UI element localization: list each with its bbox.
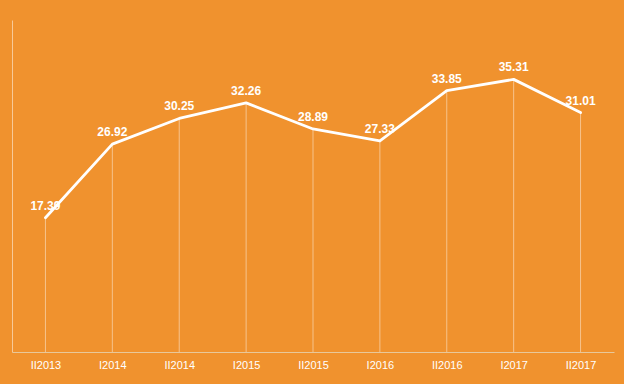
drop-line	[313, 129, 314, 352]
x-tick-label: II2017	[566, 359, 597, 371]
x-tick: I2014	[99, 359, 127, 371]
data-label: 27.33	[365, 122, 395, 136]
y-axis-line	[12, 21, 13, 353]
x-tick-label: I2014	[99, 359, 127, 371]
x-axis-line	[13, 352, 615, 353]
marks	[45, 79, 580, 352]
data-label: 30.25	[164, 99, 194, 113]
x-tick-label: I2017	[500, 359, 528, 371]
data-label: 26.92	[97, 125, 127, 139]
data-label: 28.89	[298, 110, 328, 124]
background	[0, 0, 624, 384]
x-tick: I2016	[367, 359, 395, 371]
data-label: 17.39	[30, 199, 60, 213]
x-tick-label: II2013	[31, 359, 62, 371]
x-tick-label: II2014	[164, 359, 195, 371]
x-tick: II2017	[566, 359, 597, 371]
chart: II2013 I2014 II2014 I2015 II2015 I2016 II2016 I…	[0, 0, 624, 384]
x-tick-label: I2015	[233, 359, 261, 371]
drop-line	[179, 118, 180, 352]
x-tick-label: II2016	[432, 359, 463, 371]
line	[45, 79, 580, 217]
y-axis	[12, 21, 13, 353]
x-axis: II2013 I2014 II2014 I2015 II2015 I2016 II2016 I…	[13, 353, 615, 371]
data-labels: 17.39 26.92 30.25 32.26 28.89 27.33 33.85 35.31…	[30, 60, 595, 212]
drop-line	[379, 141, 380, 352]
drop-line	[513, 79, 514, 352]
x-tick: II2014	[164, 359, 195, 371]
x-tick: II2015	[298, 359, 329, 371]
drop-line	[246, 103, 247, 352]
data-label: 33.85	[432, 72, 462, 86]
drop-line	[446, 91, 447, 352]
x-tick: II2016	[432, 359, 463, 371]
x-tick: II2013	[31, 359, 62, 371]
x-tick-label: II2015	[298, 359, 329, 371]
drop-line	[112, 144, 113, 352]
x-tick: I2017	[500, 359, 528, 371]
plot: II2013 I2014 II2014 I2015 II2015 I2016 II2016 I…	[13, 21, 615, 371]
drop-line	[580, 113, 581, 352]
drop-line	[45, 218, 46, 352]
data-label: 35.31	[499, 60, 529, 74]
data-label: 32.26	[231, 84, 261, 98]
x-tick: I2015	[233, 359, 261, 371]
x-tick-label: I2016	[367, 359, 395, 371]
data-label: 31.01	[566, 94, 596, 108]
